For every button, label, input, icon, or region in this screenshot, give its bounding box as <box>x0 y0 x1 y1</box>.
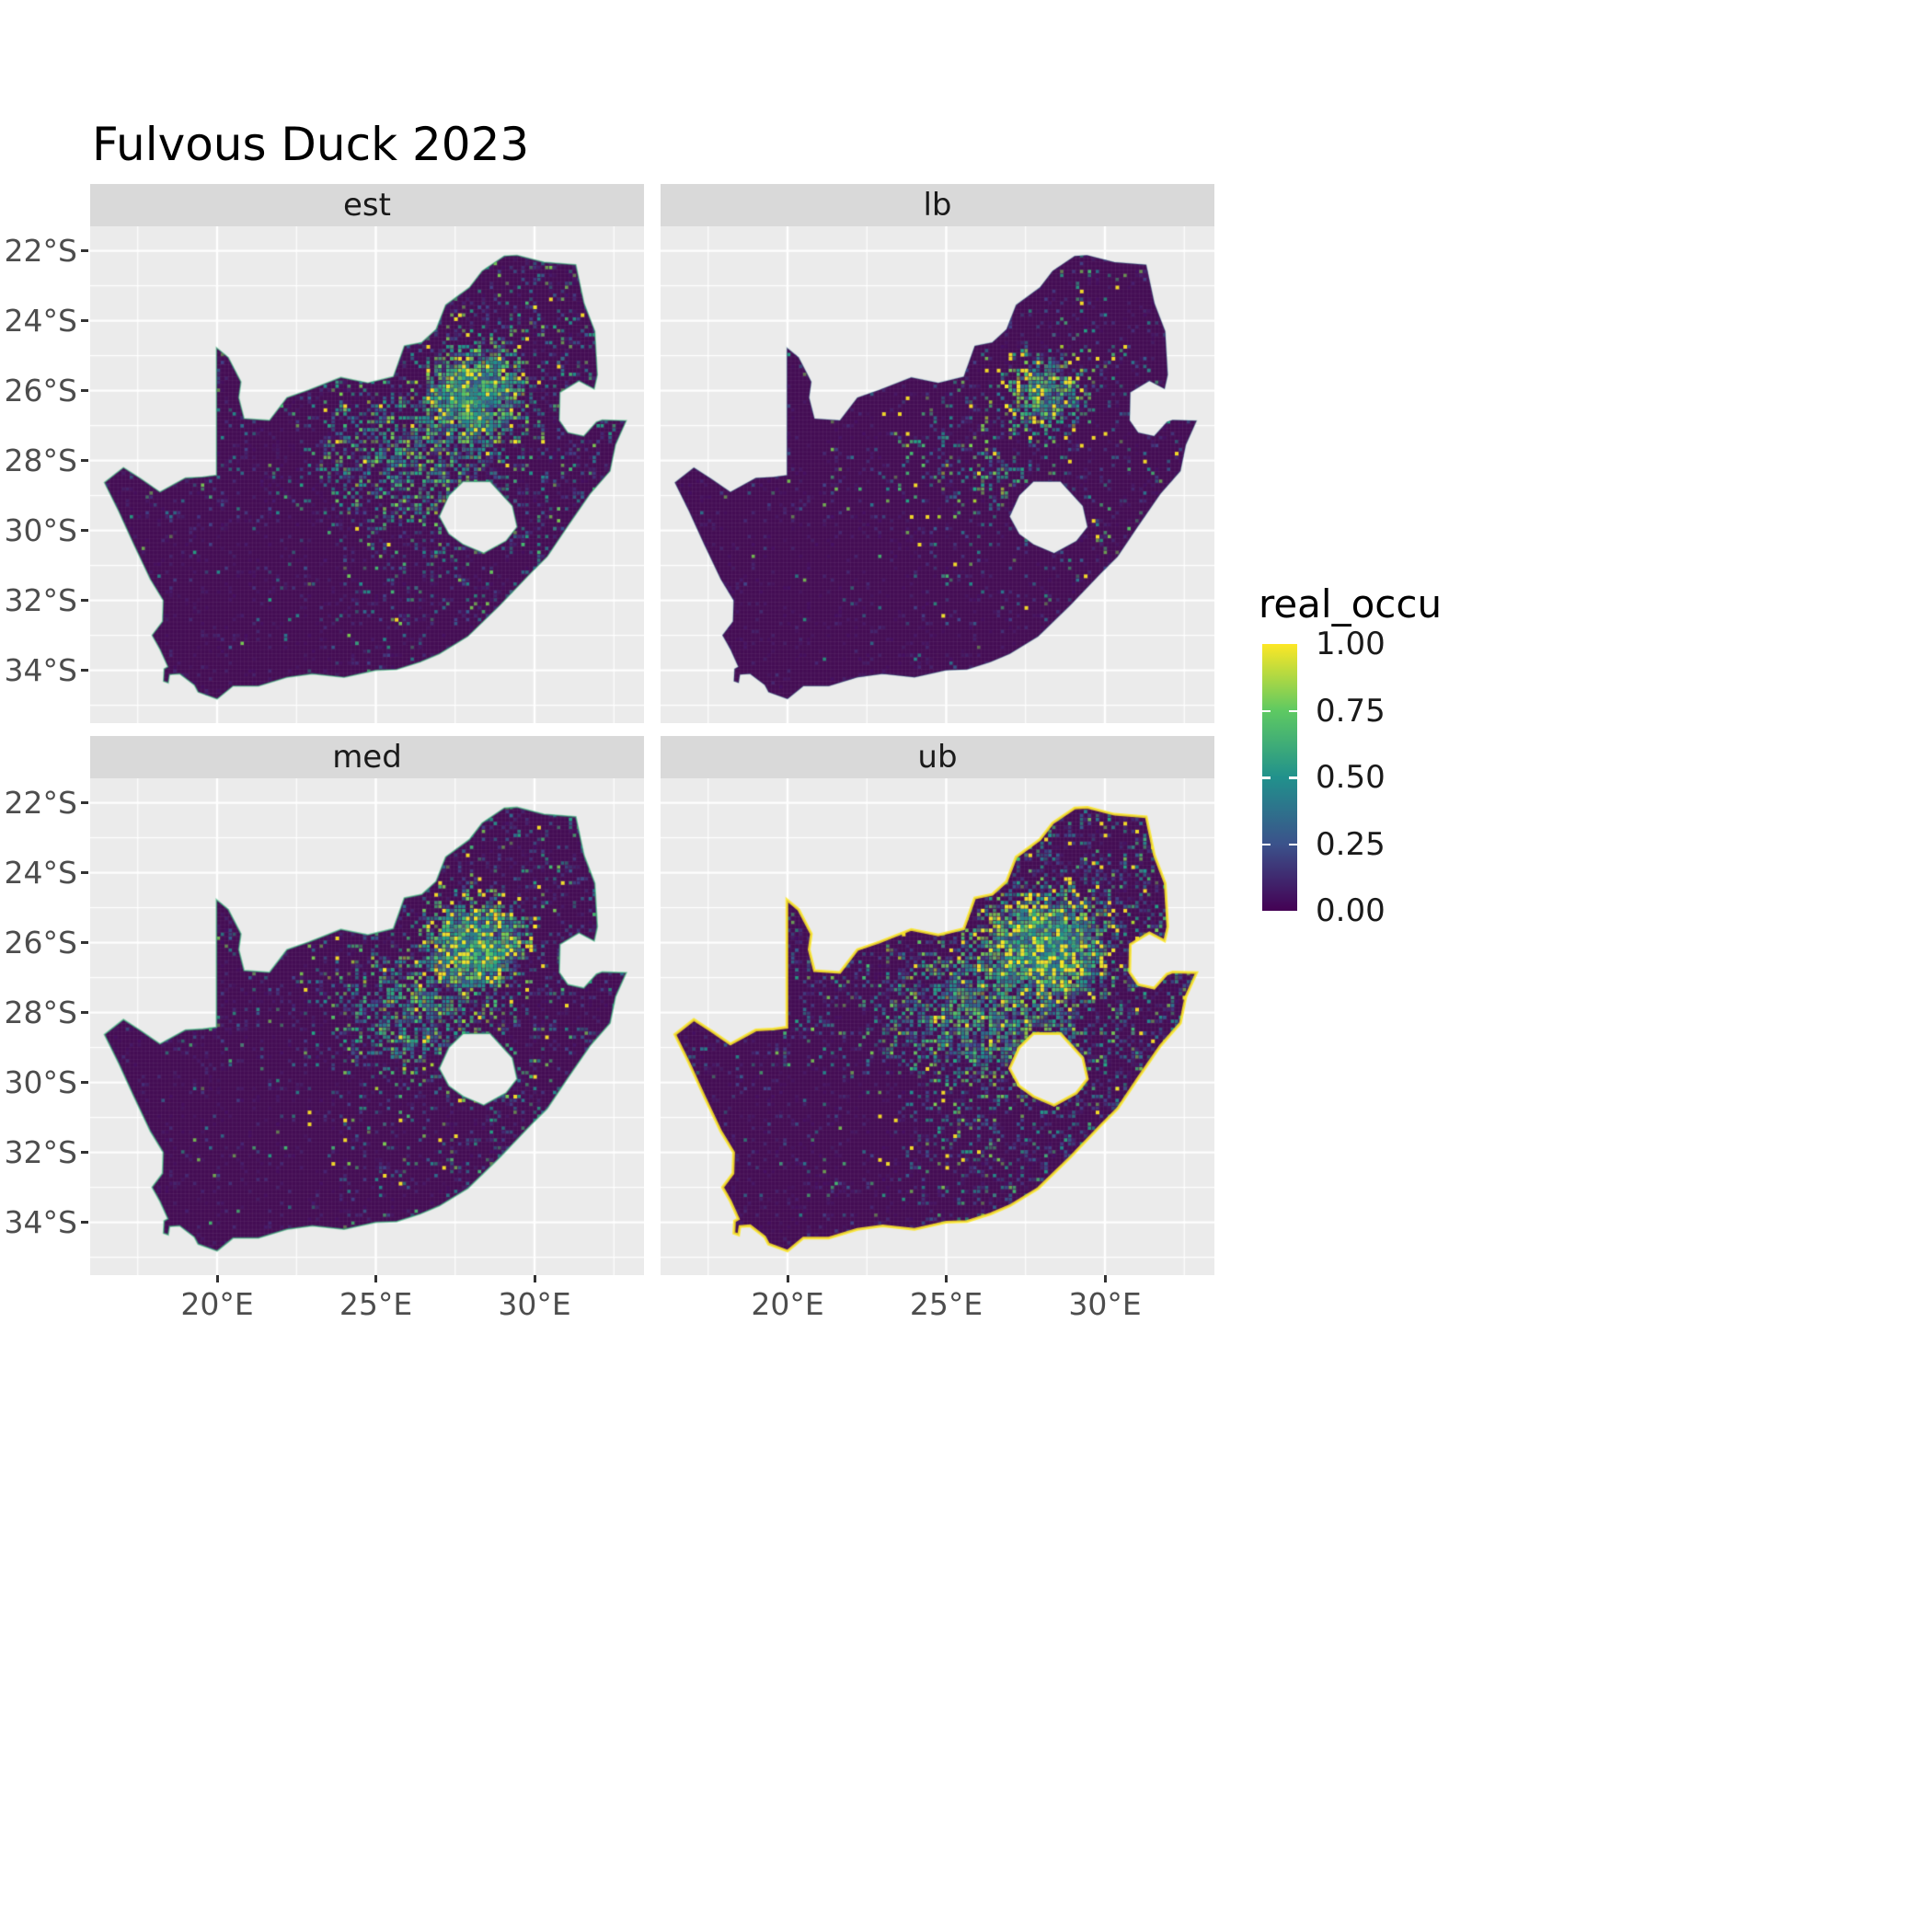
legend-tick <box>1289 709 1297 712</box>
x-axis-label: 30°E <box>498 1286 571 1322</box>
y-axis-tick <box>81 1011 88 1015</box>
y-axis-tick <box>81 801 88 805</box>
y-axis-label: 34°S <box>4 651 77 688</box>
y-axis-label: 30°S <box>4 1064 77 1100</box>
legend-tick <box>1262 843 1271 845</box>
y-axis-label: 32°S <box>4 581 77 618</box>
y-axis-tick <box>81 319 88 323</box>
y-axis-tick <box>81 1151 88 1155</box>
y-axis-tick <box>81 249 88 253</box>
facet-label-ub: ub <box>917 739 958 776</box>
map-panel-lb <box>661 226 1214 723</box>
x-axis-tick <box>533 1275 536 1282</box>
legend-label: 0.50 <box>1316 759 1386 796</box>
y-axis-tick <box>81 389 88 393</box>
y-axis-label: 26°S <box>4 924 77 960</box>
map-panel-est <box>90 226 644 723</box>
facet-strip-ub: ub <box>661 736 1214 778</box>
x-axis-tick <box>1103 1275 1107 1282</box>
x-axis-label: 30°E <box>1068 1286 1142 1322</box>
y-axis-tick <box>81 941 88 945</box>
x-axis-label: 25°E <box>909 1286 983 1322</box>
x-axis-tick <box>945 1275 948 1282</box>
x-axis-tick <box>374 1275 377 1282</box>
legend-tick <box>1262 776 1271 779</box>
facet-label-est: est <box>343 187 391 224</box>
legend-tick <box>1262 709 1271 712</box>
y-axis-label: 22°S <box>4 784 77 821</box>
x-axis-label: 20°E <box>180 1286 254 1322</box>
y-axis-label: 34°S <box>4 1203 77 1240</box>
y-axis-label: 26°S <box>4 372 77 408</box>
facet-strip-lb: lb <box>661 184 1214 226</box>
facet-strip-med: med <box>90 736 644 778</box>
y-axis-label: 30°S <box>4 512 77 548</box>
legend-label: 0.00 <box>1316 892 1386 929</box>
y-axis-tick <box>81 599 88 603</box>
y-axis-tick <box>81 669 88 673</box>
y-axis-label: 28°S <box>4 442 77 478</box>
y-axis-tick <box>81 871 88 875</box>
legend-tick <box>1289 843 1297 845</box>
x-axis-tick <box>786 1275 789 1282</box>
y-axis-tick <box>81 1221 88 1225</box>
y-axis-label: 24°S <box>4 854 77 891</box>
facet-label-lb: lb <box>923 187 952 224</box>
legend-label: 1.00 <box>1316 626 1386 662</box>
legend-label: 0.75 <box>1316 692 1386 730</box>
facet-label-med: med <box>332 739 402 776</box>
plot-title: Fulvous Duck 2023 <box>92 118 530 171</box>
y-axis-tick <box>81 459 88 463</box>
facet-strip-est: est <box>90 184 644 226</box>
y-axis-label: 24°S <box>4 302 77 339</box>
legend-tick <box>1289 776 1297 779</box>
y-axis-label: 22°S <box>4 232 77 269</box>
legend-label: 0.25 <box>1316 825 1386 863</box>
y-axis-label: 32°S <box>4 1133 77 1170</box>
y-axis-tick <box>81 529 88 533</box>
x-axis-label: 20°E <box>751 1286 824 1322</box>
map-panel-ub <box>661 778 1214 1275</box>
legend-title: real_occu <box>1259 581 1443 627</box>
y-axis-tick <box>81 1081 88 1085</box>
x-axis-tick <box>215 1275 219 1282</box>
map-panel-med <box>90 778 644 1275</box>
x-axis-label: 25°E <box>339 1286 413 1322</box>
y-axis-label: 28°S <box>4 994 77 1030</box>
